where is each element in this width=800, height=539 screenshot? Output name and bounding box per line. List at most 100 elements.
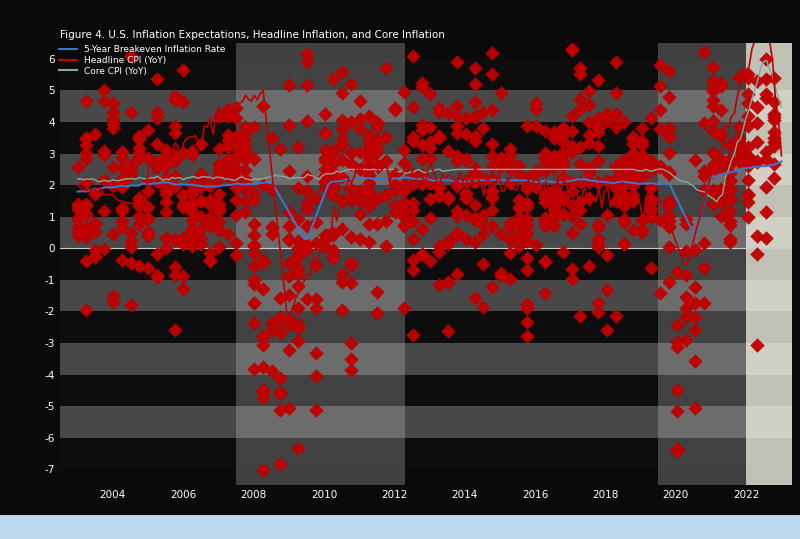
Point	[759, 90, 772, 99]
Point	[89, 245, 102, 254]
Point	[424, 144, 437, 153]
Point	[389, 104, 402, 113]
Point	[512, 169, 525, 178]
Point	[486, 193, 498, 202]
Point	[230, 135, 242, 144]
Point	[618, 161, 631, 170]
Point	[538, 197, 551, 206]
Point	[750, 137, 763, 146]
Point	[212, 204, 225, 212]
Point	[582, 194, 595, 202]
Bar	[746, 43, 792, 485]
Point	[238, 165, 251, 174]
Point	[221, 140, 234, 148]
Point	[715, 155, 728, 163]
Point	[486, 206, 498, 215]
Point	[292, 320, 305, 328]
Point	[274, 327, 287, 336]
Point	[327, 191, 340, 199]
Point	[565, 46, 578, 54]
Point	[582, 166, 595, 175]
Point	[292, 253, 305, 261]
Point	[150, 273, 163, 281]
Point	[521, 229, 534, 238]
Point	[71, 223, 84, 231]
Point	[742, 156, 754, 164]
Point	[547, 127, 560, 136]
Point	[124, 243, 137, 252]
Point	[591, 128, 604, 136]
Point	[442, 277, 454, 286]
Point	[89, 219, 102, 228]
Point	[292, 263, 305, 272]
Point	[538, 149, 551, 157]
Point	[301, 171, 314, 180]
Point	[203, 182, 216, 190]
Point	[662, 223, 675, 231]
Point	[636, 136, 649, 145]
Point	[654, 125, 666, 134]
Point	[327, 146, 340, 154]
Point	[750, 77, 763, 86]
Point	[468, 63, 481, 72]
Point	[89, 251, 102, 260]
Point	[257, 333, 270, 341]
Point	[230, 132, 242, 141]
Point	[768, 174, 781, 182]
Point	[645, 162, 658, 170]
Point	[662, 200, 675, 209]
Point	[168, 235, 181, 244]
Point	[654, 82, 666, 91]
Point	[636, 152, 649, 161]
Point	[645, 157, 658, 165]
Point	[530, 183, 542, 191]
Point	[318, 129, 331, 137]
Point	[212, 199, 225, 208]
Point	[450, 212, 463, 220]
Point	[248, 189, 261, 197]
Point	[530, 99, 542, 107]
Point	[547, 197, 560, 205]
Point	[724, 237, 737, 246]
Point	[238, 175, 251, 183]
Point	[310, 194, 322, 203]
Point	[230, 152, 242, 161]
Point	[115, 216, 128, 225]
Point	[468, 168, 481, 176]
Point	[318, 231, 331, 239]
Point	[168, 122, 181, 130]
Point	[301, 198, 314, 207]
Point	[159, 208, 172, 217]
Point	[142, 154, 154, 162]
Point	[645, 212, 658, 221]
Point	[742, 176, 754, 184]
Point	[680, 215, 693, 224]
Point	[742, 70, 754, 78]
Point	[591, 157, 604, 166]
Point	[750, 341, 763, 350]
Point	[248, 299, 261, 307]
Point	[406, 255, 419, 264]
Point	[486, 175, 498, 183]
Point	[547, 184, 560, 193]
Point	[106, 119, 119, 128]
Point	[150, 113, 163, 122]
Point	[159, 244, 172, 253]
Point	[459, 190, 472, 198]
Point	[318, 184, 331, 192]
Point	[266, 230, 278, 238]
Point	[724, 160, 737, 169]
Point	[115, 176, 128, 185]
Point	[238, 208, 251, 217]
Point	[512, 203, 525, 212]
Point	[618, 174, 631, 182]
Point	[742, 98, 754, 107]
Point	[556, 247, 569, 256]
Point	[468, 112, 481, 120]
Point	[177, 149, 190, 157]
Point	[468, 177, 481, 186]
Point	[433, 191, 446, 200]
Point	[565, 186, 578, 195]
Point	[80, 134, 93, 143]
Point	[318, 164, 331, 173]
